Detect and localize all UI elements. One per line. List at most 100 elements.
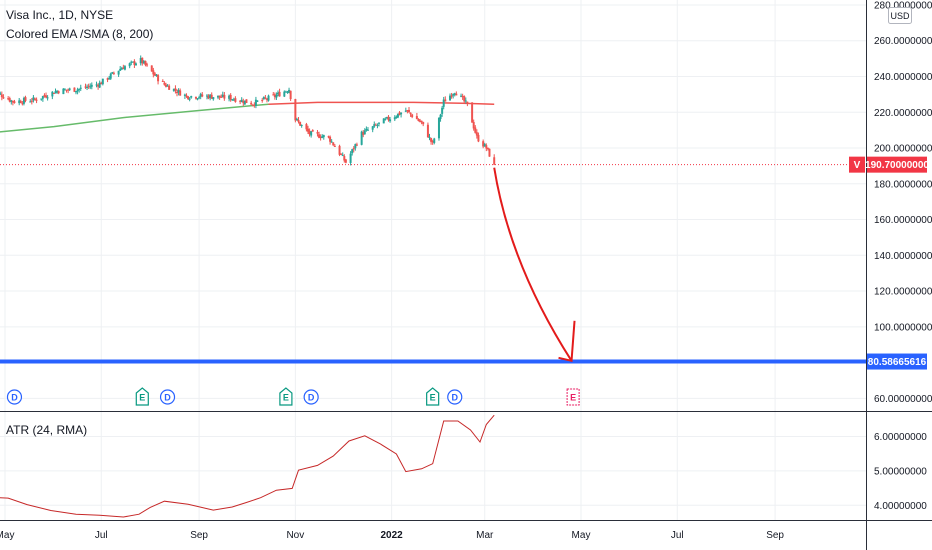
candle-body xyxy=(322,135,325,138)
candle-body xyxy=(11,100,14,103)
candle-body xyxy=(8,98,11,102)
candle-body xyxy=(22,98,25,104)
candle-body xyxy=(19,101,22,103)
candle-body xyxy=(311,130,314,132)
legend: Visa Inc., 1D, NYSE Colored EMA /SMA (8,… xyxy=(6,8,153,437)
candle-body xyxy=(139,58,142,64)
dividend-marker[interactable]: D xyxy=(303,389,319,405)
candle-body xyxy=(360,131,363,145)
candle-body xyxy=(482,141,485,147)
candle-body xyxy=(32,97,35,101)
candle-body xyxy=(144,60,147,66)
candle-body xyxy=(466,101,469,104)
candle-body xyxy=(168,85,171,90)
dividend-marker[interactable]: D xyxy=(159,389,176,405)
candle-body xyxy=(119,68,122,71)
time-tick-label: 2022 xyxy=(381,530,404,541)
candle-body xyxy=(250,102,253,105)
candle-body xyxy=(243,100,246,105)
currency-label: USD xyxy=(890,11,910,21)
price-tick-label: 180.00000000 xyxy=(874,179,932,190)
candle-body xyxy=(24,97,27,101)
candle-body xyxy=(18,100,21,104)
candle-body xyxy=(220,96,223,98)
candle-body xyxy=(363,130,366,135)
arrow-drawing[interactable] xyxy=(493,167,573,362)
candle-body xyxy=(150,65,153,72)
candle-body xyxy=(153,73,156,76)
earnings-marker[interactable]: E xyxy=(566,388,580,406)
candle-body xyxy=(407,109,410,112)
candle-body xyxy=(179,90,182,96)
symbol-title[interactable]: Visa Inc., 1D, NYSE xyxy=(6,8,113,22)
candle-body xyxy=(101,78,104,85)
candle-body xyxy=(406,110,409,112)
sma-line xyxy=(0,101,495,133)
candle-body xyxy=(190,96,193,98)
candle-body xyxy=(395,116,398,118)
time-tick-label: May xyxy=(572,530,591,541)
candle-body xyxy=(400,112,403,115)
currency-button[interactable]: USD xyxy=(888,7,912,24)
candle-body xyxy=(310,131,313,136)
candle-body xyxy=(420,120,423,123)
dividend-marker[interactable]: D xyxy=(6,389,23,405)
arrow-head xyxy=(558,320,576,363)
candle-body xyxy=(79,87,82,89)
time-tick-label: Jul xyxy=(95,530,108,541)
last-price-symbol: V xyxy=(854,160,861,171)
candle-body xyxy=(477,134,480,142)
candle-body xyxy=(231,99,234,101)
candle-body xyxy=(393,117,396,120)
candle-body xyxy=(295,119,298,121)
time-tick-label: Nov xyxy=(286,530,304,541)
candle-body xyxy=(161,80,164,82)
candle-body xyxy=(442,99,445,107)
earnings-marker[interactable]: E xyxy=(426,387,440,406)
candle-body xyxy=(172,88,175,91)
candle-body xyxy=(78,88,81,90)
candle-body xyxy=(240,99,243,102)
candle-body xyxy=(33,98,36,100)
dividend-marker[interactable]: D xyxy=(447,389,463,405)
candle-body xyxy=(41,96,44,99)
candle-body xyxy=(453,93,456,95)
time-tick-label: May xyxy=(0,530,14,541)
candle-body xyxy=(373,124,376,127)
candle-body xyxy=(68,88,71,90)
candle-body xyxy=(475,132,478,136)
candle-body xyxy=(333,145,336,147)
candle-body xyxy=(232,99,235,101)
candle-body xyxy=(267,95,270,101)
candle-body xyxy=(228,95,231,99)
candle-body xyxy=(306,128,309,132)
candle-body xyxy=(305,124,308,130)
candle-body xyxy=(382,118,385,124)
atr-title[interactable]: ATR (24, RMA) xyxy=(6,423,87,437)
candle-body xyxy=(239,100,242,102)
candle-body xyxy=(0,94,3,98)
candle-body xyxy=(174,88,177,91)
candle-body xyxy=(131,61,134,63)
candle-body xyxy=(133,61,136,65)
candle-body xyxy=(272,94,275,96)
candle-body xyxy=(13,101,16,103)
earnings-marker[interactable]: E xyxy=(135,387,149,406)
candle-body xyxy=(242,101,245,104)
candle-body xyxy=(146,64,149,66)
candle-body xyxy=(210,94,213,99)
candle-body xyxy=(404,110,407,112)
candle-body xyxy=(155,74,158,77)
candle-body xyxy=(166,85,169,87)
indicator-title[interactable]: Colored EMA /SMA (8, 200) xyxy=(6,27,153,41)
sma-rising-segment xyxy=(0,103,269,133)
earnings-marker[interactable]: E xyxy=(279,387,293,406)
time-tick-label: Sep xyxy=(766,530,784,541)
candle-body xyxy=(264,97,267,99)
candle-body xyxy=(254,99,257,106)
candle-body xyxy=(57,91,60,94)
candle-body xyxy=(253,104,256,106)
candle-body xyxy=(62,88,65,95)
candle-body xyxy=(398,112,401,115)
